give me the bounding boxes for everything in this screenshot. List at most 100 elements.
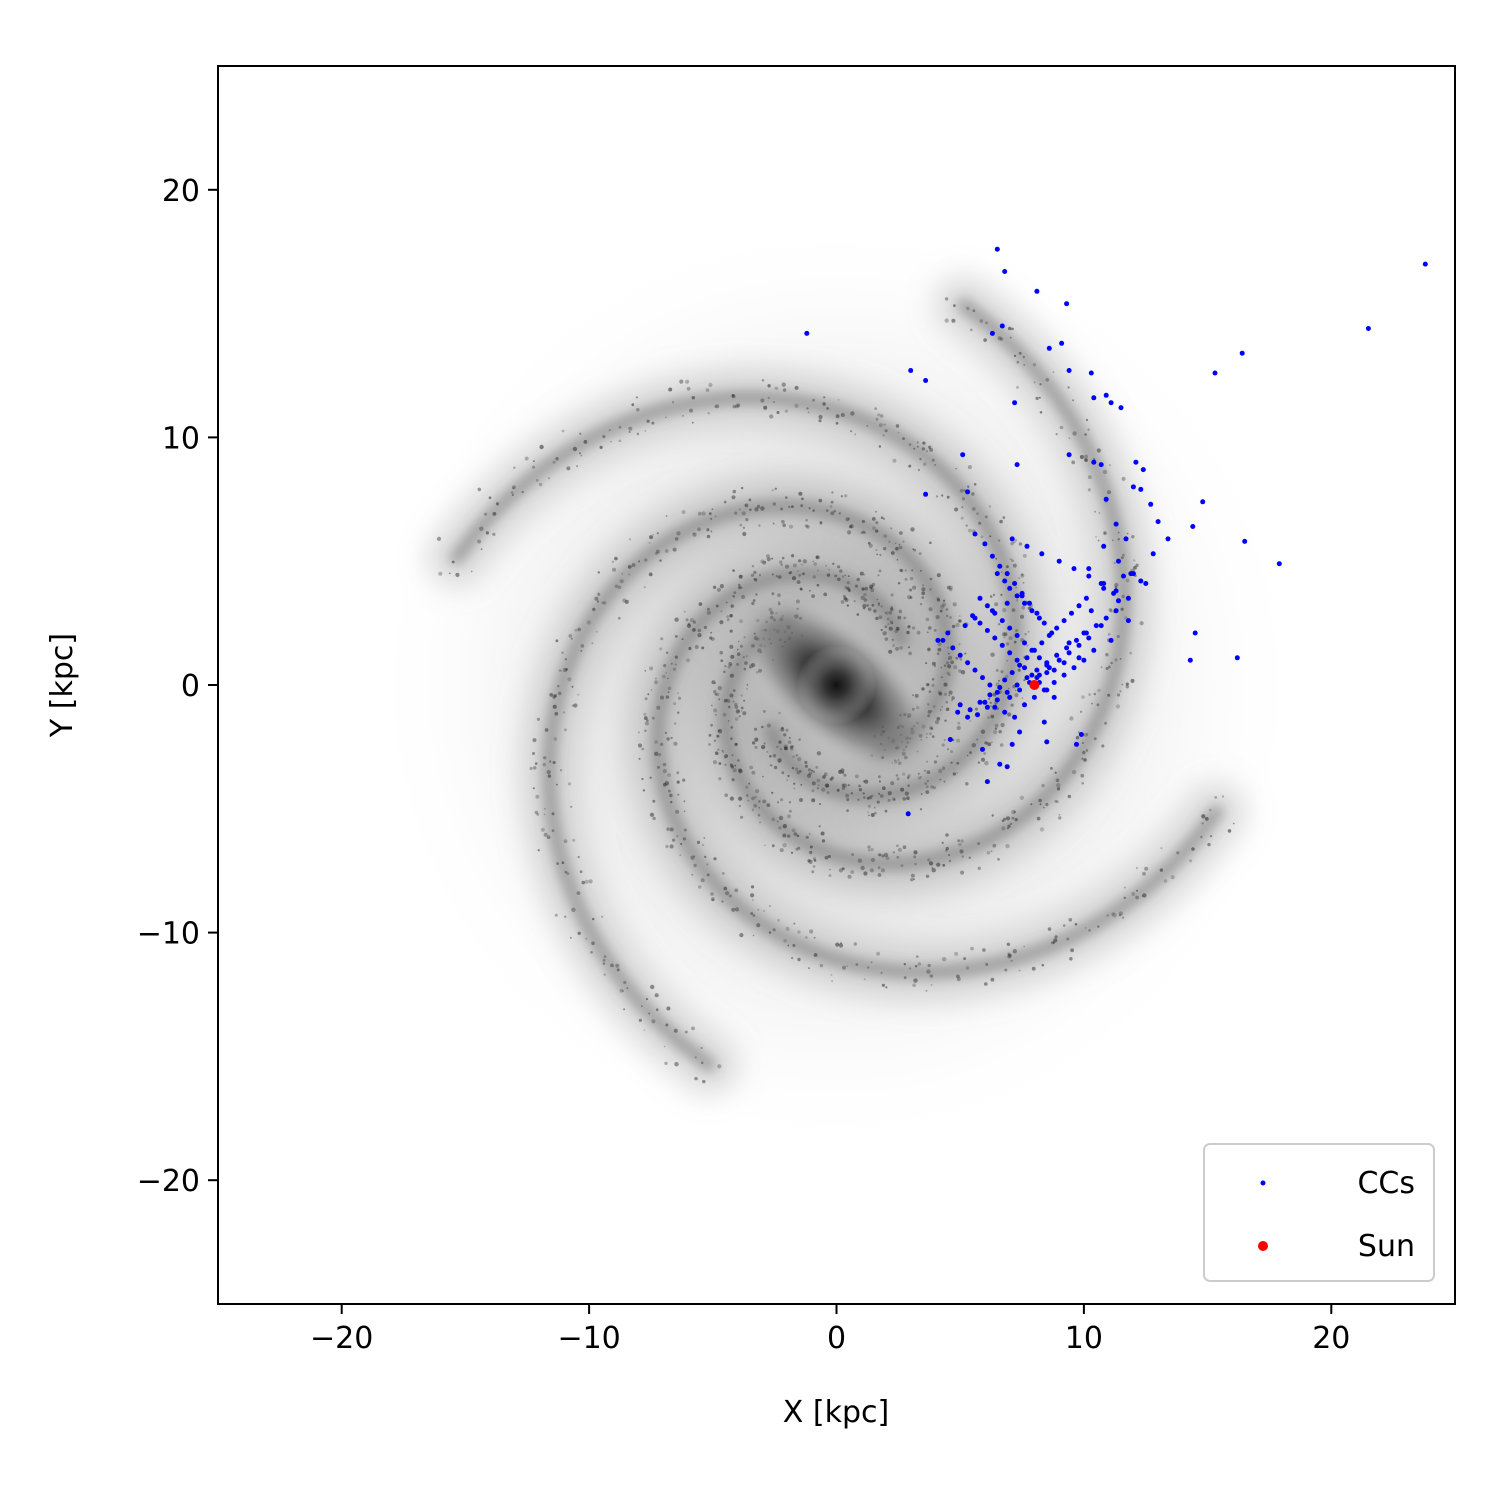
x-axis: −20 −10 0 10 20 [310,1304,1350,1356]
cc-point [1061,660,1067,666]
cc-point [1022,640,1027,646]
cc-point [1103,496,1109,502]
cc-point [1051,694,1057,700]
cc-point [1044,660,1050,666]
cc-point [1091,647,1097,653]
cc-point [1051,680,1057,685]
legend-label-ccs: CCs [1357,1166,1415,1201]
cc-point [1009,670,1015,676]
x-tick-label: −10 [557,1321,620,1356]
cc-point [1027,600,1032,606]
cc-point [1046,665,1052,671]
cc-point [1041,687,1047,693]
cc-point [1029,672,1035,678]
cc-point [1017,687,1023,693]
cc-point [1044,670,1050,676]
cc-point [1014,657,1020,663]
cc-point [1155,519,1161,525]
y-tick-label: −10 [137,917,200,952]
cc-point [1061,618,1067,624]
cc-point [994,246,1000,252]
cc-point [982,541,988,547]
cc-point [977,699,983,705]
cc-point [1091,459,1097,465]
cc-point [960,452,966,458]
cc-point [1086,573,1092,579]
galaxy-background-image [366,214,1307,1156]
cc-point [1031,647,1037,653]
cc-point [1002,709,1008,715]
series-ccs [804,246,1428,817]
cc-point [1138,486,1144,492]
cc-point [1004,689,1010,695]
cc-point [1113,608,1119,614]
legend-marker-sun [1258,1241,1268,1251]
cc-point [957,652,963,658]
cc-point [982,699,988,705]
cc-point [1088,608,1094,614]
cc-point [1002,269,1008,274]
cc-point [997,761,1003,767]
cc-point [1093,623,1099,629]
cc-point [1083,595,1089,601]
cc-point [1108,637,1114,643]
cc-point [1044,739,1050,745]
cc-point [1022,600,1027,606]
cc-point [1014,682,1020,688]
cc-point [977,620,983,626]
cc-point [1108,400,1114,406]
cc-point [1056,558,1062,564]
cc-point [1061,672,1067,678]
cc-point [1022,702,1027,708]
cc-point [1024,675,1030,681]
cc-point [1007,694,1013,700]
cc-point [984,704,990,710]
cc-point [1165,536,1171,542]
cc-point [1071,566,1077,572]
cc-point [1242,538,1248,544]
cc-point [980,746,985,752]
cc-point [1009,741,1015,747]
cc-point [1076,655,1082,661]
legend: CCs Sun [1203,1143,1435,1282]
cc-point [1071,665,1077,671]
cc-point [1012,581,1018,586]
cc-point [980,675,985,681]
cc-point [1019,593,1025,599]
cc-point [965,489,971,495]
cc-point [977,595,983,601]
cc-point [987,692,993,698]
cc-point [1190,524,1196,529]
cc-point [1066,650,1072,656]
cc-point [1054,625,1060,631]
cc-point [1123,536,1129,542]
cc-point [975,712,980,718]
cc-point [1125,595,1131,601]
cc-point [1034,667,1040,673]
cc-point [1118,405,1124,411]
cc-point [1007,625,1013,631]
cc-point [1059,340,1065,346]
cc-point [1276,561,1282,567]
cc-point [1039,551,1045,557]
cc-point [1056,657,1062,663]
cc-point [1200,499,1206,505]
cc-point [972,531,978,537]
sun-point [1029,680,1040,690]
cc-point [1066,368,1072,373]
y-tick-label: 10 [162,421,200,456]
cc-point [1039,640,1045,646]
cc-point [1066,452,1072,458]
cc-point [1150,551,1156,557]
cc-point [965,660,971,666]
cc-point [1113,588,1119,594]
cc-point [1239,350,1245,356]
cc-point [1014,462,1020,468]
x-tick-label: 10 [1065,1321,1103,1356]
cc-point [1004,571,1010,577]
cc-point [923,378,929,383]
cc-point [950,645,956,651]
cc-point [1192,630,1198,636]
cc-point [1078,732,1084,737]
